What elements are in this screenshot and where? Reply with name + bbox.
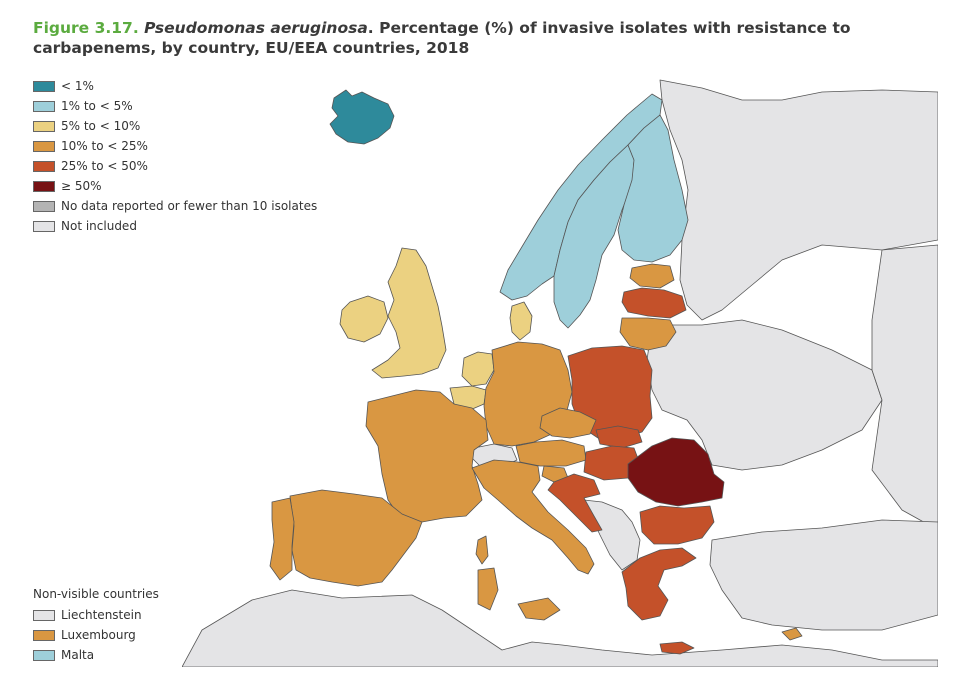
russia-north [659,79,938,321]
sardinia [477,567,499,611]
legend-swatch [33,100,55,112]
legend-item: 10% to < 25% [33,136,317,156]
country-label: Malta [61,648,95,662]
country-label: Liechtenstein [61,608,142,622]
italy [471,459,595,575]
legend-item: ≥ 50% [33,176,317,196]
legend-item: < 1% [33,76,317,96]
denmark [509,301,533,341]
legend-swatch [33,220,55,232]
sicily [517,597,561,621]
netherlands [461,351,495,387]
non-visible-item: Liechtenstein [33,605,159,625]
czechia [539,407,597,439]
legend-item: Not included [33,216,317,236]
corsica [475,535,489,565]
slovakia [595,425,643,449]
legend-item: 1% to < 5% [33,96,317,116]
poland [567,345,653,439]
legend-label: No data reported or fewer than 10 isolat… [61,199,318,213]
estonia [629,263,675,289]
romania [627,437,725,507]
legend: < 1% 1% to < 5% 5% to < 10% 10% to < 25%… [33,76,317,236]
france [365,389,489,523]
united-kingdom [371,247,447,379]
austria [515,439,587,467]
legend-label: Not included [61,219,137,233]
legend-swatch [33,80,55,92]
non-visible-countries: Non-visible countries Liechtenstein Luxe… [33,587,159,665]
bulgaria [639,505,715,545]
greece [621,547,697,621]
figure-number: Figure 3.17. [33,19,139,37]
legend-swatch [33,629,55,641]
north-africa [182,589,938,667]
legend-swatch [33,649,55,661]
europe-map [182,70,938,667]
species-name: Pseudomonas aeruginosa [144,19,368,37]
legend-label: ≥ 50% [61,179,102,193]
spain [289,489,423,587]
non-visible-header: Non-visible countries [33,587,159,601]
legend-label: 25% to < 50% [61,159,148,173]
legend-item: 25% to < 50% [33,156,317,176]
legend-swatch [33,180,55,192]
legend-swatch [33,140,55,152]
latvia [621,287,687,319]
croatia [547,473,603,533]
legend-swatch [33,609,55,621]
finland [617,114,689,263]
legend-label: 10% to < 25% [61,139,148,153]
legend-item: 5% to < 10% [33,116,317,136]
figure-title: Figure 3.17. Pseudomonas aeruginosa. Per… [33,18,953,58]
legend-swatch [33,120,55,132]
legend-swatch [33,200,55,212]
legend-label: < 1% [61,79,94,93]
legend-item: No data reported or fewer than 10 isolat… [33,196,317,216]
country-label: Luxembourg [61,628,136,642]
belarus-ukraine [646,319,883,471]
ireland [339,295,389,343]
portugal [269,497,295,581]
turkey [709,519,938,631]
legend-swatch [33,160,55,172]
legend-label: 5% to < 10% [61,119,141,133]
crete [659,641,695,655]
russia-east [871,244,938,531]
non-visible-item: Luxembourg [33,625,159,645]
legend-label: 1% to < 5% [61,99,133,113]
iceland [329,89,395,145]
title-text: . Percentage (%) of invasive isolates wi… [33,19,851,57]
non-visible-item: Malta [33,645,159,665]
sweden [553,144,635,329]
cyprus [781,627,803,641]
lithuania [619,317,677,351]
